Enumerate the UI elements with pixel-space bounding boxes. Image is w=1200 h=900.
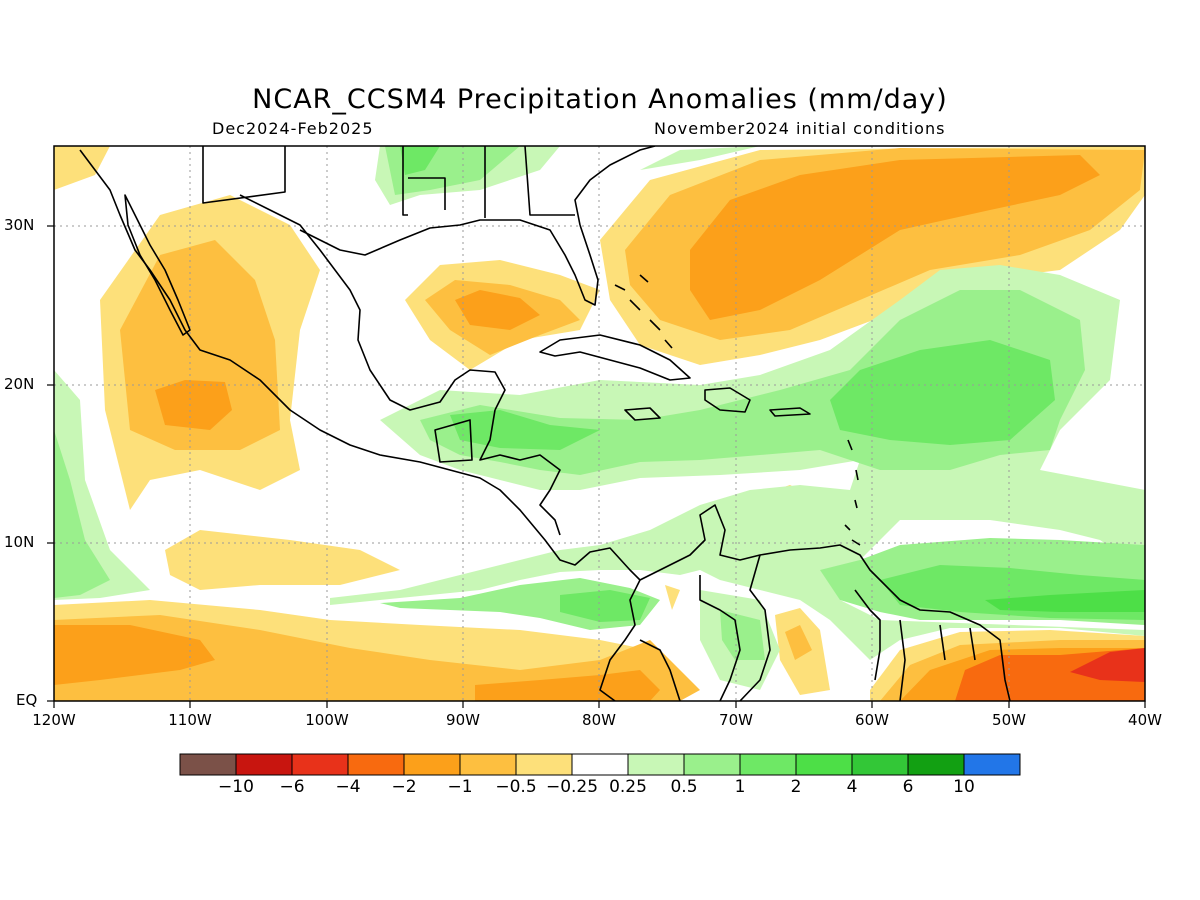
anomaly-extreme-dry	[1070, 648, 1145, 682]
grid-lines	[54, 146, 1145, 701]
colorbar-swatch	[963, 753, 1021, 776]
y-tick-label: EQ	[16, 691, 38, 709]
colorbar-label: −0.25	[545, 777, 599, 797]
x-tick-label: 50W	[992, 711, 1026, 729]
colorbar-label: 6	[902, 777, 914, 797]
anomaly-very-wet	[985, 590, 1145, 612]
colorbar-label: −6	[279, 777, 305, 797]
anomaly-strong-wet	[400, 146, 1145, 622]
colorbar-label: −2	[391, 777, 417, 797]
colorbar-label: −10	[218, 777, 254, 797]
initial-conditions: November2024 initial conditions	[654, 119, 946, 138]
colorbar-label: −4	[335, 777, 361, 797]
map-plot-area	[54, 146, 1145, 701]
x-tick-label: 110W	[168, 711, 212, 729]
x-tick-label: 100W	[305, 711, 349, 729]
colorbar-swatch	[907, 753, 965, 776]
chart-title: NCAR_CCSM4 Precipitation Anomalies (mm/d…	[252, 84, 948, 115]
colorbar-swatch	[851, 753, 909, 776]
x-tick-label: 80W	[582, 711, 616, 729]
colorbar-swatch	[515, 753, 573, 776]
colorbar-label: 0.25	[609, 777, 647, 797]
colorbar-swatch	[291, 753, 349, 776]
colorbar-label: 4	[846, 777, 858, 797]
x-tick-label: 40W	[1128, 711, 1162, 729]
colorbar-swatch	[179, 753, 237, 776]
colorbar-swatch	[235, 753, 293, 776]
colorbar-swatch	[683, 753, 741, 776]
x-tick-label: 60W	[855, 711, 889, 729]
colorbar-label: −1	[447, 777, 473, 797]
x-tick-label: 70W	[719, 711, 753, 729]
colorbar-swatch	[571, 753, 629, 776]
forecast-period: Dec2024-Feb2025	[212, 119, 374, 138]
anomaly-strong-dry	[54, 155, 1145, 701]
x-tick-label: 120W	[32, 711, 76, 729]
colorbar-label: 10	[953, 777, 975, 797]
axis-ticks	[47, 225, 1146, 708]
y-tick-label: 20N	[4, 375, 35, 393]
colorbar-swatch	[795, 753, 853, 776]
colorbar-label: −0.5	[495, 777, 537, 797]
colorbar-swatch	[627, 753, 685, 776]
colorbar-swatch	[459, 753, 517, 776]
y-tick-label: 30N	[4, 216, 35, 234]
colorbar-swatch	[739, 753, 797, 776]
colorbar-label: 1	[734, 777, 746, 797]
y-tick-label: 10N	[4, 533, 35, 551]
colorbar-swatch	[347, 753, 405, 776]
colorbar-label: 0.5	[670, 777, 698, 797]
colorbar-swatch	[403, 753, 461, 776]
x-tick-label: 90W	[446, 711, 480, 729]
colorbar	[179, 753, 1021, 776]
coastlines	[79, 146, 1011, 701]
colorbar-label: 2	[790, 777, 802, 797]
